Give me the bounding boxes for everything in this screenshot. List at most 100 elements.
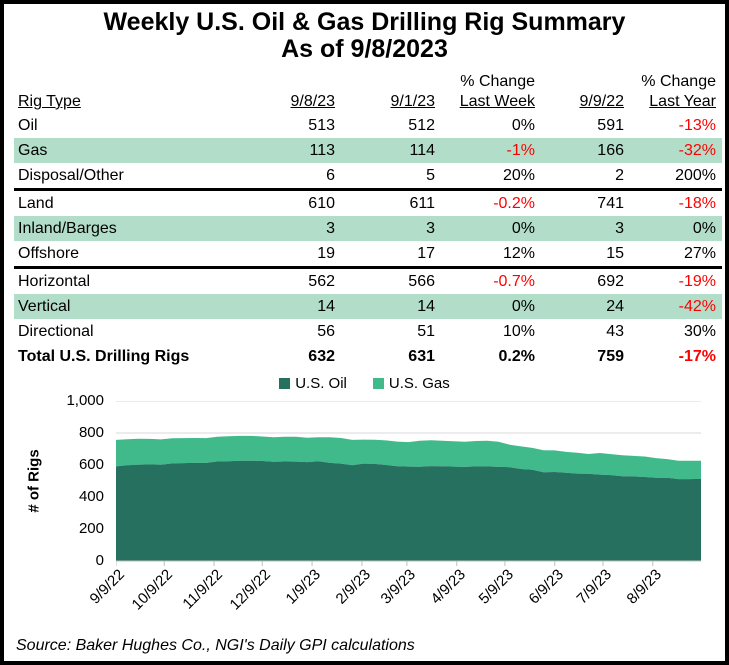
legend-label: U.S. Oil <box>295 375 347 392</box>
cell-current-week: 562 <box>239 266 341 294</box>
cell-rig-type: Horizontal <box>14 266 239 294</box>
cell-current-week: 6 <box>326 167 335 184</box>
y-tick-label: 0 <box>95 552 104 569</box>
gas-area <box>116 435 701 480</box>
cell-rig-type: Inland/Barges <box>18 220 117 237</box>
cell-change-year: -17% <box>678 348 716 365</box>
cell-prior-week: 14 <box>417 298 435 315</box>
cell-change-year: 0% <box>692 220 716 237</box>
legend-item: U.S. Gas <box>372 375 450 392</box>
y-tick-label: 200 <box>78 520 104 537</box>
cell-prior-week: 566 <box>341 266 441 294</box>
report-title: Weekly U.S. Oil & Gas Drilling Rig Summa… <box>103 8 626 36</box>
table-row: Vertical 14 14 0% 24 -42% <box>14 294 722 319</box>
chart-legend: U.S. Oil U.S. Gas <box>4 375 725 392</box>
source-note: Source: Baker Hughes Co., NGI's Daily GP… <box>16 637 415 654</box>
table-row: Offshore 19 17 12% 15 27% <box>14 241 722 268</box>
cell-change-week: 0% <box>511 298 535 315</box>
cell-current-week: 19 <box>317 245 335 262</box>
cell-change-week: 10% <box>502 323 535 340</box>
column-header: 9/1/23 <box>390 93 435 110</box>
y-tick-label: 400 <box>78 488 104 505</box>
cell-change-week: 0% <box>511 117 535 134</box>
y-tick-label: 800 <box>78 424 104 441</box>
table-body: Oil 513 512 0% 591 -13% Gas 113 114 -1% 166 -32% Dis… <box>14 113 722 369</box>
table-row: Oil 513 512 0% 591 -13% <box>14 113 722 138</box>
report-subtitle: As of 9/8/2023 <box>281 35 448 63</box>
cell-change-week: -1% <box>506 142 535 159</box>
cell-rig-type: Gas <box>18 142 48 159</box>
table-row: Inland/Barges 3 3 0% 3 0% <box>14 216 722 241</box>
cell-current-week: 632 <box>308 348 335 365</box>
cell-current-week: 56 <box>317 323 335 340</box>
table-row: Directional 56 51 10% 43 30% <box>14 319 722 344</box>
cell-change-year: -19% <box>630 266 722 294</box>
cell-prior-week: 51 <box>417 323 435 340</box>
legend-item: U.S. Oil <box>279 375 347 392</box>
cell-prior-week: 512 <box>408 117 435 134</box>
column-header: 9/9/22 <box>579 93 624 110</box>
cell-change-year: -42% <box>678 298 716 315</box>
cell-prior-year: 24 <box>606 298 624 315</box>
cell-current-week: 113 <box>309 142 335 159</box>
header-row: Rig Type 9/8/23 9/1/23 % Change Last Week 9/9… <box>14 68 722 113</box>
cell-rig-type: Offshore <box>18 245 80 262</box>
column-header: Rig Type <box>18 93 81 110</box>
cell-change-year: -13% <box>678 117 716 134</box>
cell-prior-week: 17 <box>417 245 435 262</box>
cell-change-year: -18% <box>630 188 722 216</box>
legend-swatch-icon <box>279 378 291 389</box>
table-row: Total U.S. Drilling Rigs 632 631 0.2% 759 -17… <box>14 344 722 369</box>
table-row: Horizontal 562 566 -0.7% 692 -19% <box>14 266 722 294</box>
cell-rig-type: Land <box>14 188 239 216</box>
cell-change-year: -32% <box>678 142 716 159</box>
table-row: Land 610 611 -0.2% 741 -18% <box>14 188 722 216</box>
cell-prior-week: 3 <box>426 220 435 237</box>
cell-change-week: 0.2% <box>498 348 535 365</box>
y-tick-label: 1,000 <box>66 392 104 409</box>
cell-prior-year: 43 <box>606 323 624 340</box>
cell-prior-year: 3 <box>615 220 624 237</box>
cell-prior-year: 759 <box>597 348 624 365</box>
cell-rig-type: Oil <box>18 117 38 134</box>
cell-prior-year: 741 <box>541 188 630 216</box>
cell-change-week: 0% <box>511 220 535 237</box>
cell-change-week: -0.2% <box>441 188 541 216</box>
cell-rig-type: Disposal/Other <box>18 167 124 184</box>
oil-area <box>116 460 701 561</box>
cell-prior-week: 631 <box>408 348 435 365</box>
cell-current-week: 610 <box>239 188 341 216</box>
rig-summary-table: Rig Type 9/8/23 9/1/23 % Change Last Week 9/9… <box>14 68 722 369</box>
cell-prior-week: 611 <box>341 188 441 216</box>
cell-rig-type: Directional <box>18 323 94 340</box>
cell-current-week: 3 <box>326 220 335 237</box>
table-row: Disposal/Other 6 5 20% 2 200% <box>14 163 722 190</box>
cell-prior-year: 2 <box>615 167 624 184</box>
cell-prior-year: 591 <box>597 117 624 134</box>
cell-prior-year: 166 <box>597 142 624 159</box>
legend-label: U.S. Gas <box>388 375 450 392</box>
table-row: Gas 113 114 -1% 166 -32% <box>14 138 722 163</box>
cell-change-year: 27% <box>683 245 716 262</box>
cell-change-year: 200% <box>675 167 716 184</box>
stacked-area-plot <box>116 401 701 566</box>
cell-change-week: 12% <box>502 245 535 262</box>
cell-change-year: 30% <box>683 323 716 340</box>
cell-current-week: 14 <box>317 298 335 315</box>
column-header: 9/8/23 <box>290 93 335 110</box>
column-header: % Change Last Week <box>459 73 535 110</box>
cell-prior-year: 15 <box>606 245 624 262</box>
cell-prior-week: 5 <box>426 167 435 184</box>
cell-change-week: 20% <box>502 167 535 184</box>
cell-rig-type: Total U.S. Drilling Rigs <box>18 348 190 365</box>
cell-current-week: 513 <box>308 117 335 134</box>
column-header: % Change Last Year <box>641 73 716 110</box>
cell-rig-type: Vertical <box>18 298 71 315</box>
y-tick-label: 600 <box>78 456 104 473</box>
legend-swatch-icon <box>372 378 384 389</box>
table-header: Rig Type 9/8/23 9/1/23 % Change Last Week 9/9… <box>14 68 722 113</box>
cell-prior-year: 692 <box>541 266 630 294</box>
cell-change-week: -0.7% <box>441 266 541 294</box>
cell-prior-week: 114 <box>409 142 435 159</box>
